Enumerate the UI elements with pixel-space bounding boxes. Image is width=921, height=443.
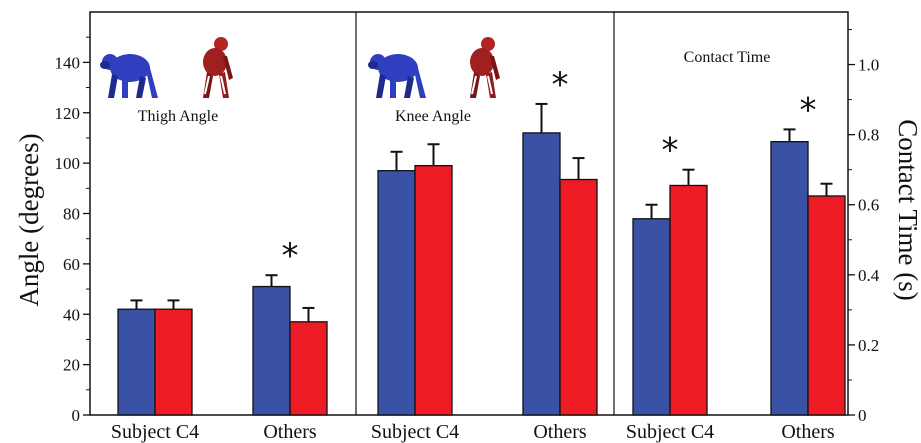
bar-red bbox=[807, 195, 846, 416]
bars-layer bbox=[117, 132, 846, 416]
plot-frame bbox=[89, 11, 849, 416]
labels-layer: 0 20 40 60 80 100 120 140 0 0.2 0.4 0.6 0.8 1.0 Angle … bbox=[14, 49, 921, 443]
right-tick-label: 0.6 bbox=[858, 196, 879, 215]
chimp-bipedal-red-icon bbox=[203, 37, 233, 98]
significance-marker: * bbox=[282, 236, 299, 276]
chimp-quadrupedal-blue-icon bbox=[368, 54, 426, 98]
bar-blue bbox=[252, 285, 291, 416]
left-tick-label: 20 bbox=[63, 356, 80, 375]
left-tick-label: 140 bbox=[55, 53, 81, 72]
category-label: Subject C4 bbox=[371, 421, 459, 443]
icons-layer bbox=[100, 37, 500, 98]
chart-frame bbox=[83, 11, 855, 416]
left-axis-title: Angle (degrees) bbox=[14, 133, 44, 306]
category-label: Subject C4 bbox=[111, 421, 199, 443]
left-tick-label: 120 bbox=[55, 104, 81, 123]
bar-red bbox=[289, 321, 328, 416]
panel-title: Knee Angle bbox=[395, 108, 471, 125]
significance-marker: * bbox=[662, 131, 679, 171]
panel-title: Contact Time bbox=[684, 49, 771, 66]
left-tick-label: 60 bbox=[63, 255, 80, 274]
significance-marker: * bbox=[552, 65, 569, 105]
right-axis-title: Contact Time (s) bbox=[893, 119, 921, 301]
bar-blue bbox=[377, 170, 416, 416]
bar-red bbox=[669, 184, 708, 416]
bar-blue bbox=[522, 132, 561, 416]
left-tick-label: 40 bbox=[63, 305, 80, 324]
bar-blue bbox=[117, 308, 156, 416]
chimp-quadrupedal-blue-icon bbox=[100, 54, 158, 98]
error-bars-layer bbox=[130, 102, 833, 322]
right-tick-label: 0.8 bbox=[858, 126, 879, 145]
bar-red bbox=[559, 178, 598, 416]
left-tick-label: 100 bbox=[55, 154, 81, 173]
category-label: Others bbox=[533, 421, 587, 443]
chimp-bipedal-red-icon bbox=[470, 37, 500, 98]
significance-marker: * bbox=[800, 90, 817, 130]
right-tick-label: 0.2 bbox=[858, 336, 879, 355]
right-tick-label: 1.0 bbox=[858, 56, 879, 75]
bar-blue bbox=[632, 218, 671, 416]
panel-title: Thigh Angle bbox=[138, 108, 218, 125]
right-tick-label: 0.4 bbox=[858, 266, 880, 285]
category-label: Others bbox=[263, 421, 317, 443]
left-tick-label: 0 bbox=[72, 406, 81, 425]
bar-red bbox=[154, 308, 193, 416]
category-label: Others bbox=[781, 421, 835, 443]
category-label: Subject C4 bbox=[626, 421, 714, 443]
bar-blue bbox=[770, 141, 809, 416]
left-tick-label: 80 bbox=[63, 205, 80, 224]
right-tick-label: 0 bbox=[858, 406, 867, 425]
bar-red bbox=[414, 164, 453, 416]
